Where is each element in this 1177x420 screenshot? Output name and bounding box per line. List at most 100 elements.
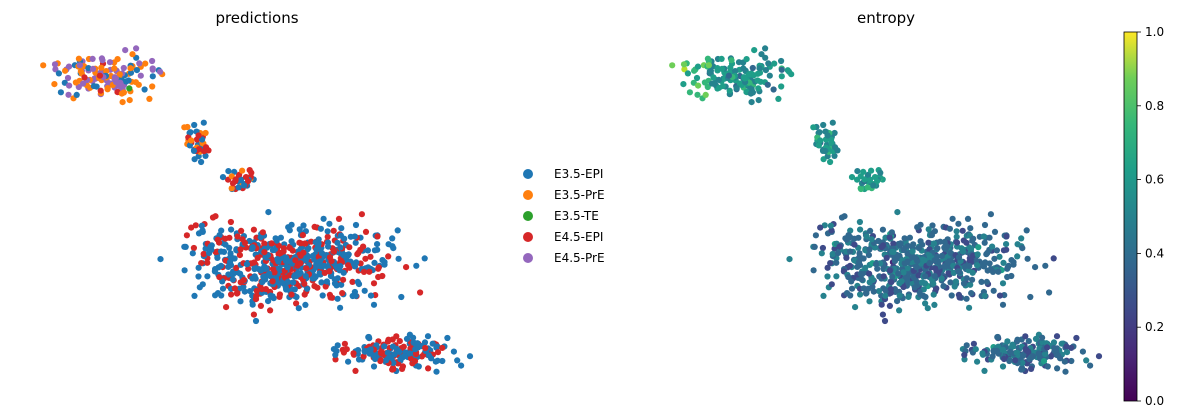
scatter-point bbox=[843, 254, 850, 261]
scatter-point bbox=[230, 271, 237, 278]
scatter-point bbox=[922, 300, 929, 307]
scatter-point bbox=[867, 227, 874, 234]
scatter-point bbox=[119, 99, 126, 106]
scatter-point bbox=[947, 249, 954, 256]
scatter-point bbox=[293, 293, 300, 301]
scatter-point bbox=[198, 158, 205, 166]
scatter-point bbox=[955, 254, 963, 261]
scatter-point bbox=[686, 89, 694, 96]
scatter-point bbox=[227, 218, 234, 226]
scatter-point bbox=[831, 129, 838, 137]
scatter-point bbox=[963, 342, 970, 349]
scatter-point bbox=[919, 279, 926, 286]
scatter-point bbox=[732, 68, 739, 75]
scatter-point bbox=[694, 91, 701, 98]
scatter-point bbox=[848, 285, 856, 292]
scatter-point bbox=[314, 243, 322, 250]
scatter-point bbox=[963, 275, 970, 282]
scatter-point bbox=[931, 301, 938, 308]
scatter-point bbox=[114, 56, 121, 63]
scatter-point bbox=[371, 259, 378, 266]
scatter-point bbox=[735, 59, 743, 66]
scatter-point bbox=[961, 356, 968, 363]
scatter-point bbox=[286, 272, 293, 279]
scatter-point bbox=[695, 82, 702, 89]
scatter-point bbox=[326, 220, 333, 227]
scatter-point bbox=[953, 228, 960, 235]
scatter-point bbox=[103, 68, 110, 75]
scatter-point bbox=[934, 253, 941, 260]
scatter-point bbox=[912, 254, 919, 261]
scatter-point bbox=[352, 292, 359, 299]
scatter-point bbox=[1023, 227, 1030, 234]
scatter-point bbox=[980, 233, 987, 240]
scatter-point bbox=[930, 280, 937, 287]
scatter-point bbox=[909, 248, 916, 255]
scatter-point bbox=[249, 301, 256, 308]
scatter-point bbox=[271, 246, 278, 254]
scatter-point bbox=[1022, 333, 1029, 340]
scatter-point bbox=[726, 87, 733, 94]
scatter-point bbox=[887, 286, 895, 293]
scatter-point bbox=[747, 90, 755, 97]
scatter-point bbox=[292, 257, 299, 264]
scatter-point bbox=[917, 291, 924, 298]
colorbar-tick-label: 0.0 bbox=[1145, 394, 1164, 408]
scatter-point bbox=[195, 264, 202, 271]
predictions-title: predictions bbox=[215, 9, 298, 27]
scatter-point bbox=[190, 244, 197, 252]
scatter-point bbox=[953, 239, 961, 246]
scatter-point bbox=[323, 278, 330, 285]
scatter-point bbox=[851, 241, 858, 248]
scatter-point bbox=[283, 254, 290, 261]
scatter-point bbox=[878, 301, 885, 308]
colorbar-tick-label: 0.8 bbox=[1145, 99, 1164, 113]
scatter-point bbox=[995, 268, 1002, 275]
scatter-point bbox=[866, 177, 873, 184]
scatter-point bbox=[701, 79, 709, 86]
scatter-point bbox=[847, 248, 854, 255]
scatter-point bbox=[913, 278, 921, 285]
legend-marker bbox=[523, 253, 533, 263]
scatter-point bbox=[417, 289, 424, 296]
scatter-point bbox=[187, 129, 194, 136]
scatter-point bbox=[877, 169, 884, 176]
scatter-point bbox=[301, 240, 308, 247]
scatter-point bbox=[275, 258, 282, 265]
legend-label: E4.5-EPI bbox=[554, 230, 603, 244]
scatter-point bbox=[989, 243, 996, 250]
scatter-point bbox=[930, 240, 938, 247]
scatter-point bbox=[921, 257, 928, 264]
legend-marker bbox=[523, 190, 533, 200]
scatter-point bbox=[439, 344, 446, 351]
scatter-point bbox=[236, 252, 243, 259]
scatter-point bbox=[362, 228, 370, 235]
scatter-point bbox=[1044, 363, 1051, 370]
scatter-point bbox=[966, 304, 973, 311]
scatter-point bbox=[946, 225, 954, 232]
scatter-point bbox=[900, 246, 907, 254]
scatter-point bbox=[718, 65, 726, 72]
scatter-point bbox=[190, 147, 198, 154]
scatter-point bbox=[873, 178, 881, 185]
scatter-point bbox=[821, 222, 828, 229]
scatter-point bbox=[993, 247, 1001, 254]
scatter-point bbox=[762, 45, 769, 52]
colorbar-tick-label: 0.4 bbox=[1145, 246, 1164, 260]
scatter-point bbox=[244, 178, 252, 185]
scatter-point bbox=[234, 290, 241, 297]
scatter-point bbox=[1010, 259, 1017, 266]
scatter-point bbox=[938, 275, 945, 282]
scatter-point bbox=[888, 279, 895, 286]
scatter-point bbox=[681, 66, 688, 73]
scatter-point bbox=[1058, 340, 1065, 347]
scatter-point bbox=[358, 211, 365, 218]
scatter-point bbox=[65, 91, 72, 98]
scatter-point bbox=[1014, 253, 1021, 260]
scatter-point bbox=[1028, 365, 1035, 372]
scatter-point bbox=[237, 246, 244, 253]
scatter-point bbox=[432, 358, 439, 365]
scatter-point bbox=[983, 251, 990, 258]
scatter-point bbox=[930, 291, 937, 298]
scatter-point bbox=[870, 288, 877, 295]
